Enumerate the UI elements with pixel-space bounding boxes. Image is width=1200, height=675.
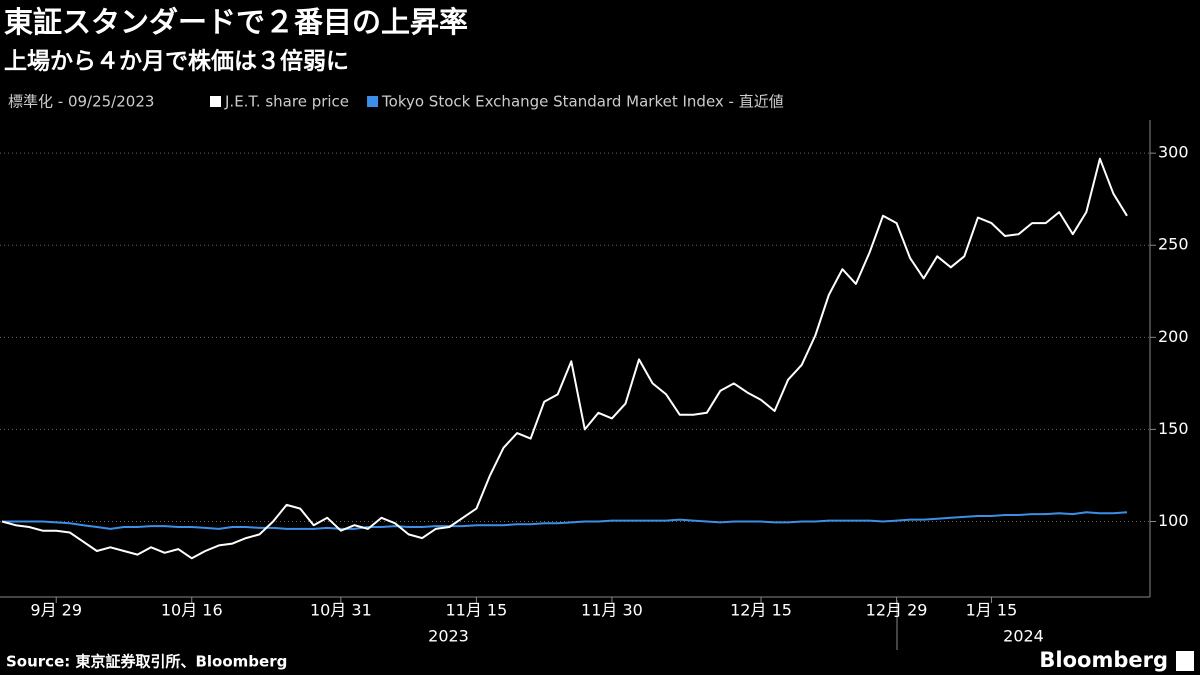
y-tick-label: 300 [1158, 143, 1189, 162]
chart-title: 東証スタンダードで２番目の上昇率 [4, 5, 468, 39]
source: Source: 東京証券取引所、Bloomberg [6, 653, 287, 671]
legend-label: Tokyo Stock Exchange Standard Market Ind… [381, 93, 784, 111]
logo: Bloomberg [1039, 648, 1168, 672]
year-label: 2024 [1003, 627, 1044, 646]
y-tick-label: 250 [1158, 235, 1189, 254]
x-tick-label: 10月 31 [310, 601, 372, 620]
x-tick-label: 12月 15 [730, 601, 792, 620]
y-tick-label: 100 [1158, 511, 1189, 530]
y-tick-label: 200 [1158, 327, 1189, 346]
x-tick-label: 9月 29 [30, 601, 82, 620]
x-tick-label: 11月 30 [581, 601, 643, 620]
x-tick-label: 12月 29 [866, 601, 928, 620]
y-tick-label: 150 [1158, 419, 1189, 438]
logo-icon [1176, 651, 1194, 671]
legend-label: J.E.T. share price [224, 93, 349, 111]
series-line [1, 157, 1128, 560]
note: 標準化 - 09/25/2023 [8, 93, 154, 111]
x-tick-label: 1月 15 [966, 601, 1018, 620]
series-line [2, 511, 1128, 530]
chart-subtitle: 上場から４か月で株価は３倍弱に [4, 48, 349, 75]
x-tick-label: 10月 16 [161, 601, 223, 620]
year-label: 2023 [428, 627, 469, 646]
x-tick-label: 11月 15 [445, 601, 507, 620]
legend-swatch [210, 96, 221, 107]
legend-swatch [367, 96, 379, 107]
